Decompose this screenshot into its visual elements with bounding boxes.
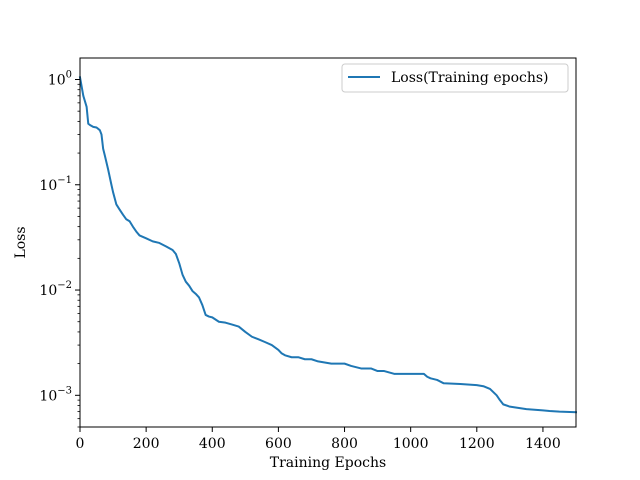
x-tick-label: 1200 [459,436,495,452]
x-tick-label: 0 [76,436,85,452]
y-axis: 10−3 10−2 10−1 100 [39,69,80,428]
y-tick-label: 10−2 [39,280,72,299]
legend-box [341,63,569,93]
x-tick-label: 1400 [525,436,561,452]
x-tick-label: 200 [133,436,160,452]
x-tick-label: 600 [265,436,292,452]
x-axis: 0 200 400 600 800 1000 1200 1400 [76,427,561,452]
x-tick-label: 400 [199,436,226,452]
series-line-0 [78,76,578,414]
x-tick-label: 800 [331,436,358,452]
legend-entry-label: Loss(Training epochs) [391,70,549,86]
legend: Loss(Training epochs) [341,63,569,93]
y-axis-label: Loss [13,226,29,258]
x-axis-label: Training Epochs [270,455,386,471]
y-tick-label: 100 [48,69,72,88]
y-tick-label: 10−1 [39,175,72,194]
x-tick-label: 1000 [393,436,429,452]
plot-frame [79,57,577,428]
plot-area [78,76,578,414]
y-tick-label: 10−3 [39,385,72,404]
